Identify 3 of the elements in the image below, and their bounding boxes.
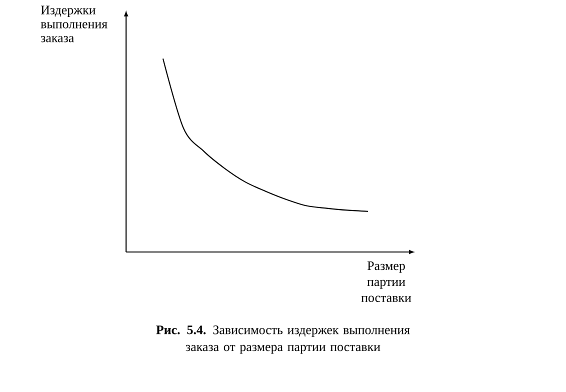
text: Рис. 5.4. Зависимость издержек выполнения заказа от размера партии поставки [156, 326, 410, 354]
x-axis-title: Размер партии поставки [361, 262, 412, 302]
y-axis-title: Издержки выполнения заказа [40, 6, 108, 42]
